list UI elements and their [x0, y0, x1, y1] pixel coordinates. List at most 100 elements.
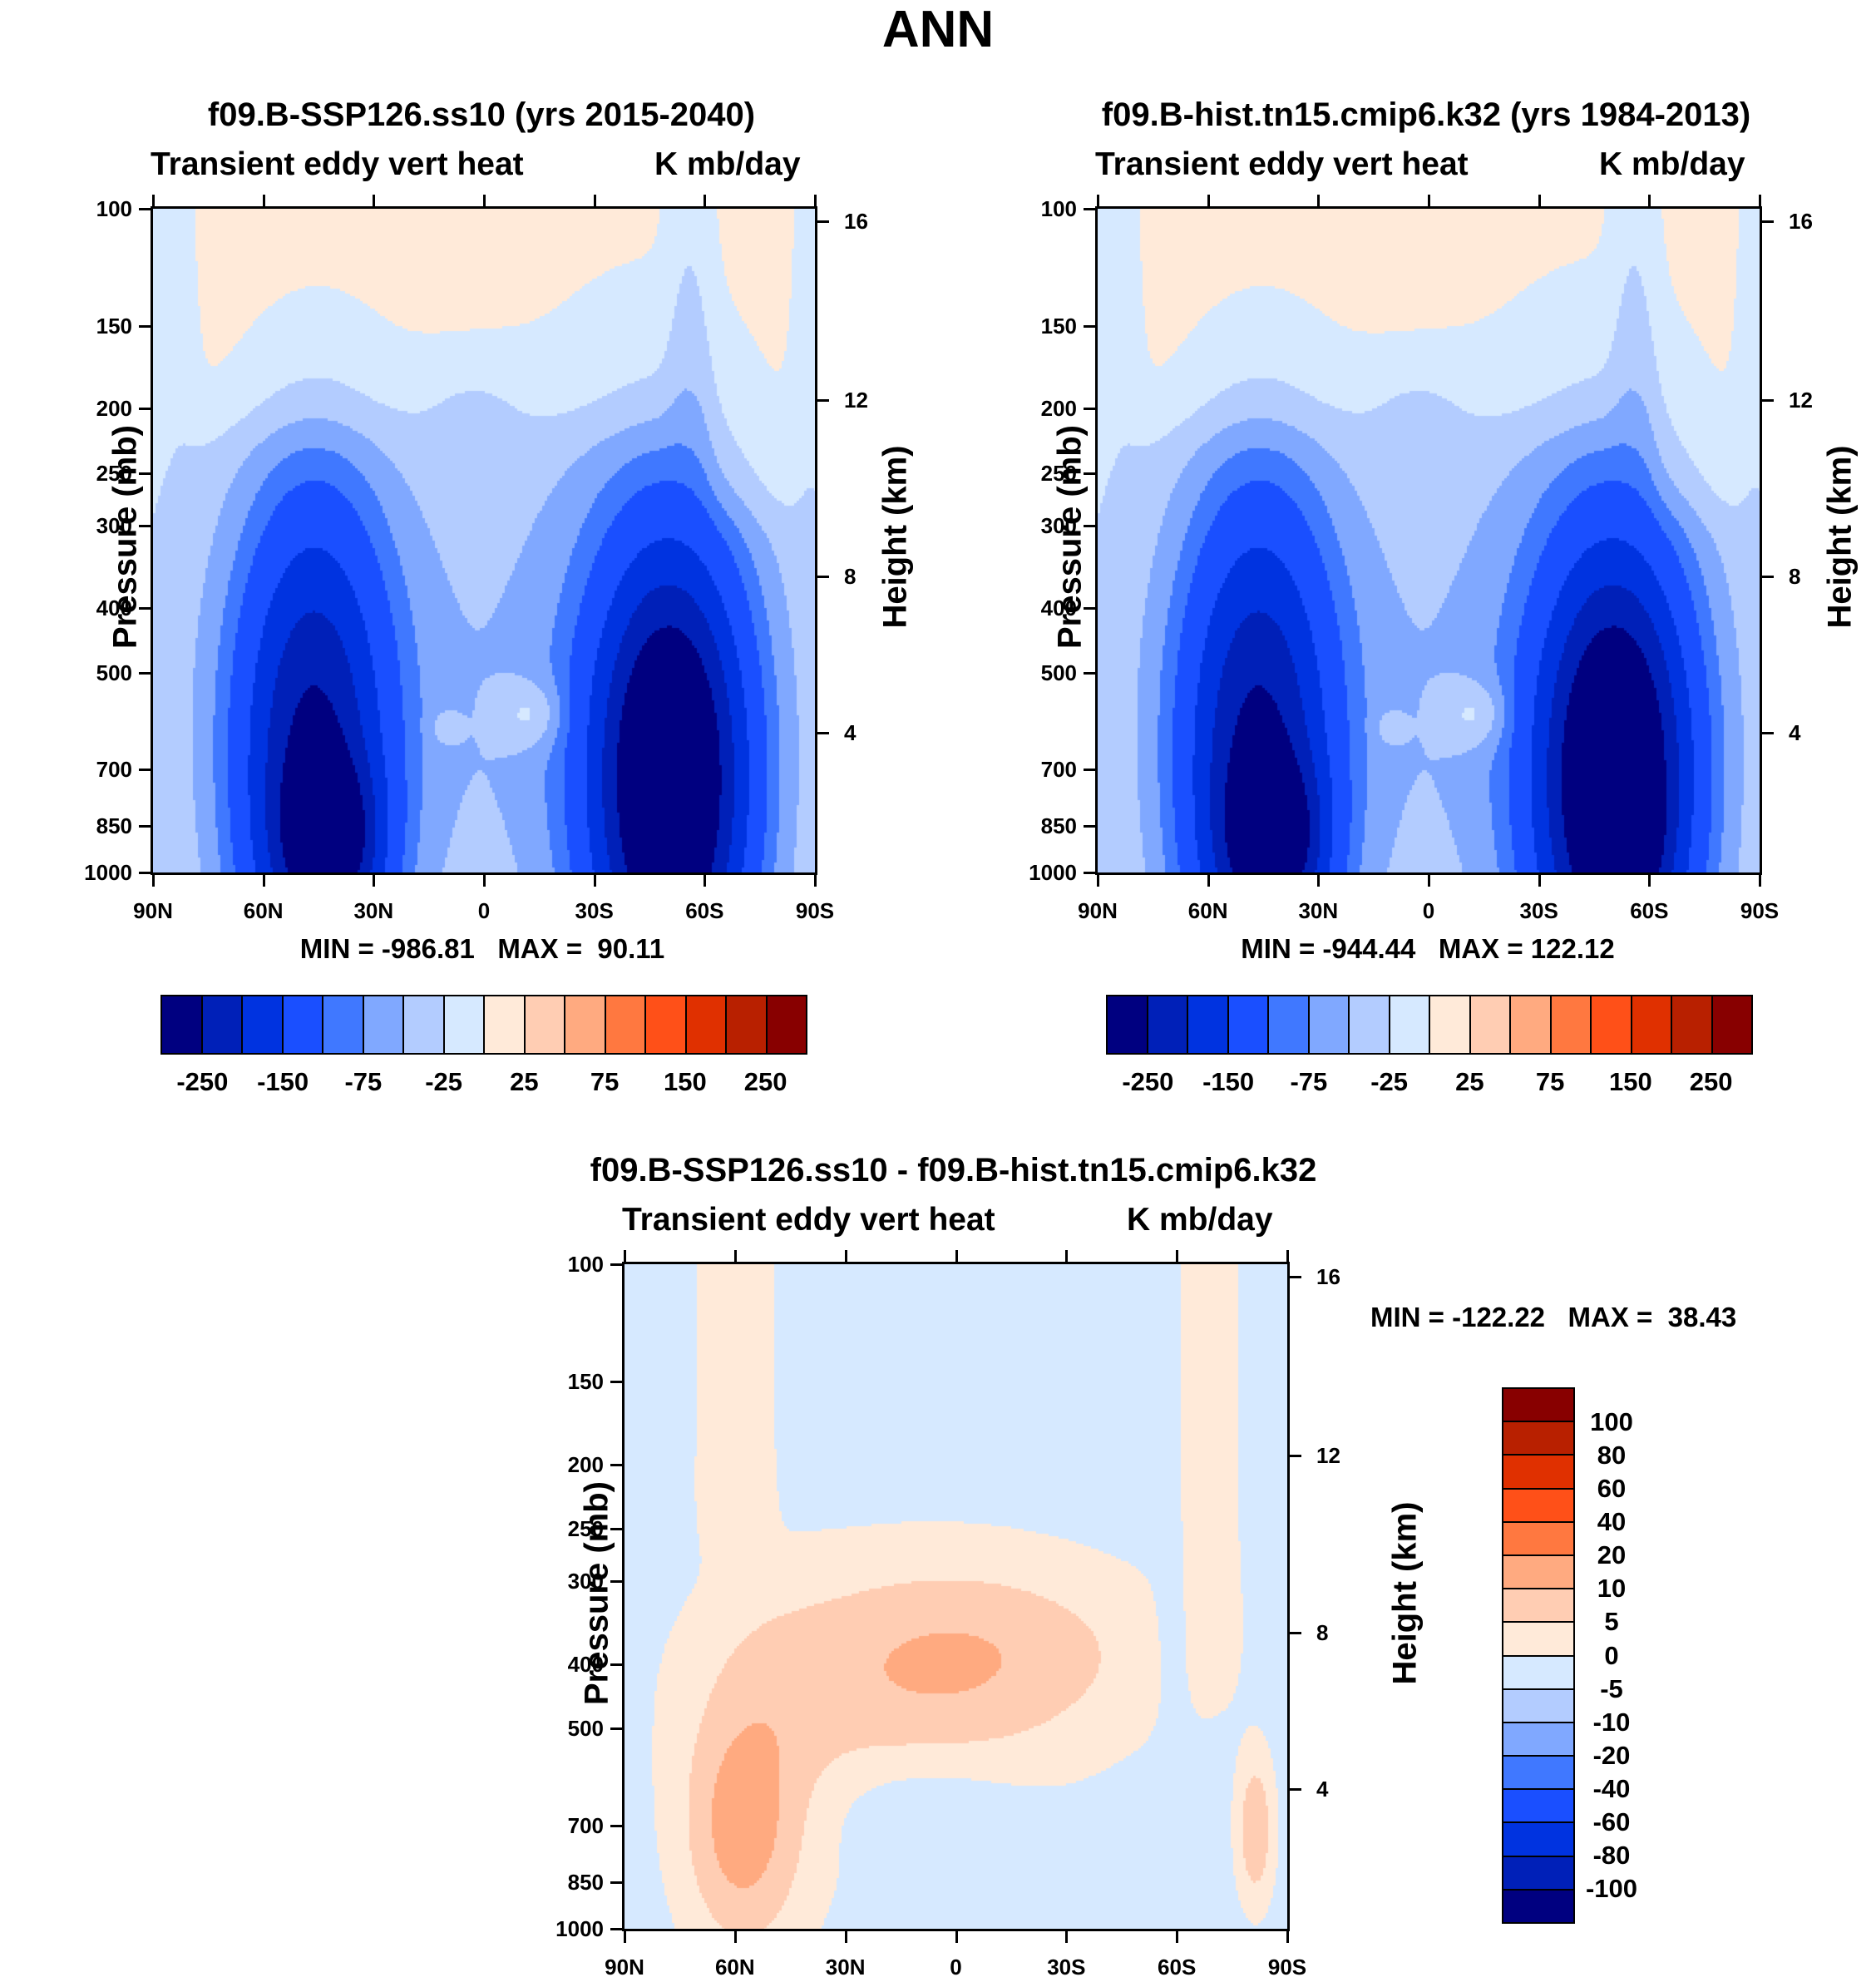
panel-3-y-tick: [610, 1928, 622, 1930]
panel-3-y-tick: [610, 1663, 622, 1667]
panel-1-x-tick-label: 60S: [685, 898, 724, 923]
panel-2-y2-axis-label: Height (km): [1821, 445, 1859, 629]
panel-3-colorbar-swatch: [1503, 1823, 1573, 1857]
panel-3-y2-tick-label: 12: [1316, 1443, 1340, 1469]
panel-2-x-tick: [1648, 875, 1651, 887]
panel-1-x-tick-top: [704, 195, 707, 206]
panel-1-x-tick: [483, 875, 486, 887]
panel-1-y-tick-label: 500: [96, 660, 132, 685]
panel-1-x-tick-top: [262, 195, 265, 206]
panel-3-x-tick-label: 30S: [1047, 1955, 1086, 1980]
panel-1-y-tick: [139, 824, 151, 828]
panel-1-x-tick: [704, 875, 707, 887]
panel-1-y2-tick: [817, 732, 829, 735]
panel-3-x-tick-label: 60S: [1158, 1955, 1197, 1980]
panel-1-y-tick-label: 200: [96, 396, 132, 422]
panel-2-colorbar-label: -150: [1202, 1067, 1255, 1096]
panel-2-colorbar-swatch: [1148, 996, 1188, 1053]
panel-1-y-tick: [139, 524, 151, 527]
panel-2-y2-tick-label: 8: [1789, 564, 1801, 590]
panel-2-y2-tick-label: 12: [1789, 387, 1813, 413]
panel-3-colorbar-label: 20: [1597, 1540, 1627, 1570]
panel-3-x-tick: [624, 1931, 626, 1943]
panel-1-colorbar-label: -25: [425, 1067, 463, 1096]
panel-3-colorbar-label: -80: [1592, 1840, 1631, 1870]
panel-1-x-tick-label: 60N: [243, 898, 284, 923]
panel-2-colorbar-swatch: [1108, 996, 1148, 1053]
panel-2-x-tick-top: [1648, 195, 1651, 206]
panel-1-x-tick-top: [593, 195, 596, 206]
panel-1-x-tick: [814, 875, 817, 887]
panel-2-colorbar-swatch: [1188, 996, 1229, 1053]
panel-3-y-tick-label: 850: [567, 1869, 604, 1895]
panel-1-min-max: MIN = -986.81 MAX = 90.11: [299, 933, 665, 964]
panel-3-x-tick-label: 0: [950, 1955, 962, 1980]
panel-3-y2-tick: [1290, 1276, 1301, 1279]
panel-3-colorbar-label: 100: [1590, 1407, 1633, 1437]
panel-2-colorbar-swatch: [1712, 996, 1751, 1053]
panel-2-x-tick-top: [1207, 195, 1210, 206]
panel-1-y2-tick: [817, 220, 829, 224]
panel-2-colorbar-label: -75: [1290, 1067, 1328, 1096]
panel-1-colorbar-label: -150: [257, 1067, 309, 1096]
panel-1-x-tick-top: [483, 195, 486, 206]
panel-1-colorbar-swatch: [767, 996, 806, 1053]
panel-1-y-tick: [139, 324, 151, 328]
panel-1-colorbar-label: 75: [590, 1067, 620, 1096]
panel-2-x-tick: [1317, 875, 1321, 887]
panel-2-colorbar-swatch: [1390, 996, 1430, 1053]
panel-2-y-tick-label: 700: [1040, 757, 1077, 783]
panel-1-colorbar-swatch: [646, 996, 687, 1053]
panel-3-y-tick: [610, 1727, 622, 1731]
panel-2-contour-field: [1098, 209, 1760, 872]
panel-3-x-tick-top: [1065, 1250, 1069, 1262]
panel-3-colorbar-label: -60: [1592, 1807, 1631, 1836]
panel-2-y-tick: [1084, 671, 1095, 675]
panel-2-x-tick-top: [1317, 195, 1321, 206]
panel-1-x-tick-top: [814, 195, 817, 206]
panel-3-y2-tick: [1290, 1455, 1301, 1458]
panel-3-x-tick: [1065, 1931, 1069, 1943]
panel-1-x-tick: [593, 875, 596, 887]
panel-1-colorbar-swatch: [243, 996, 284, 1053]
panel-2-x-tick-label: 90N: [1078, 898, 1118, 923]
panel-2-colorbar-swatch: [1309, 996, 1350, 1053]
panel-2-colorbar-swatch: [1511, 996, 1552, 1053]
panel-1-y-tick: [139, 872, 151, 874]
panel-3-x-tick-label: 60N: [714, 1955, 755, 1980]
panel-3-colorbar-label: 40: [1597, 1507, 1627, 1537]
panel-1-y-tick-label: 150: [96, 313, 132, 339]
panel-2-colorbar-swatch: [1551, 996, 1592, 1053]
panel-2-x-tick-label: 60S: [1630, 898, 1669, 923]
panel-3-y-tick-label: 250: [567, 1515, 604, 1541]
panel-1-y-tick: [139, 472, 151, 475]
panel-3-colorbar-swatch: [1503, 1623, 1573, 1657]
panel-3-y-tick-label: 1000: [555, 1916, 604, 1941]
panel-1-y2-tick-label: 16: [844, 209, 868, 235]
panel-1-colorbar-swatch: [686, 996, 727, 1053]
panel-1-colorbar-swatch: [283, 996, 323, 1053]
panel-3-y2-tick-label: 16: [1316, 1264, 1340, 1290]
panel-1-units-label: K mb/day: [654, 146, 801, 182]
panel-1-x-tick-label: 30S: [575, 898, 614, 923]
panel-1-colorbar-swatch: [565, 996, 606, 1053]
panel-3-y-tick: [610, 1580, 622, 1584]
panel-2-y-tick: [1084, 208, 1095, 210]
panel-2-y-tick-label: 300: [1040, 512, 1077, 538]
panel-2-plot-area: [1095, 206, 1762, 875]
panel-2-colorbar-label: 250: [1689, 1067, 1733, 1096]
panel-2-min-max: MIN = -944.44 MAX = 122.12: [1241, 933, 1615, 964]
panel-3-colorbar-label: 80: [1597, 1441, 1627, 1470]
panel-3-colorbar-swatch: [1503, 1555, 1573, 1590]
panel-3-y-tick-label: 200: [567, 1451, 604, 1477]
panel-2-x-tick: [1759, 875, 1761, 887]
panel-3-colorbar-label: -40: [1592, 1773, 1631, 1803]
panel-1-y2-tick: [817, 576, 829, 579]
panel-3-colorbar-label: -20: [1592, 1740, 1631, 1770]
panel-3-colorbar-swatch: [1503, 1856, 1573, 1891]
panel-2-y2-tick-label: 16: [1789, 209, 1813, 235]
panel-3-y-tick-label: 500: [567, 1716, 604, 1742]
panel-1-x-tick-top: [373, 195, 376, 206]
panel-3-x-tick-top: [733, 1250, 737, 1262]
